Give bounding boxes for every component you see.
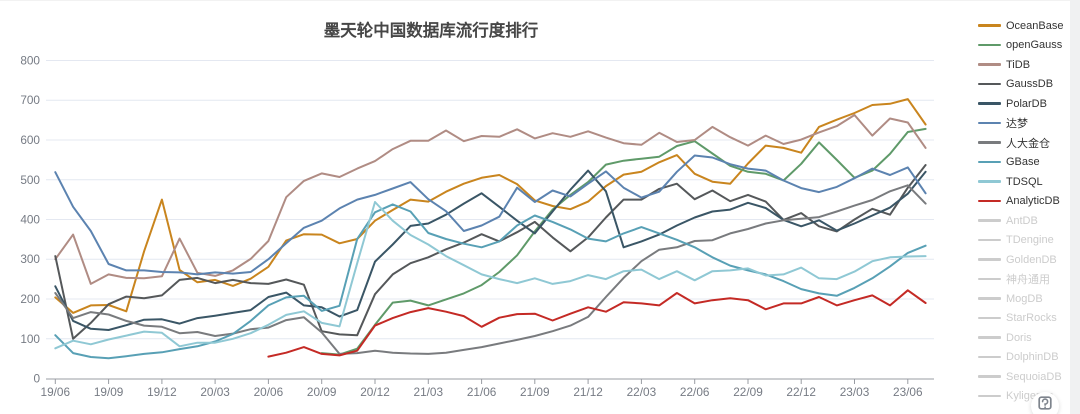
svg-text:20/12: 20/12	[360, 385, 390, 399]
svg-text:19/06: 19/06	[41, 385, 71, 399]
svg-text:20/06: 20/06	[254, 385, 284, 399]
svg-text:21/06: 21/06	[467, 385, 497, 399]
svg-text:600: 600	[20, 133, 40, 147]
svg-text:21/03: 21/03	[414, 385, 444, 399]
svg-text:22/06: 22/06	[680, 385, 710, 399]
svg-text:23/06: 23/06	[893, 385, 923, 399]
svg-text:21/12: 21/12	[573, 385, 603, 399]
svg-text:22/03: 22/03	[627, 385, 657, 399]
svg-text:700: 700	[20, 93, 40, 107]
svg-text:400: 400	[20, 213, 40, 227]
svg-text:20/03: 20/03	[200, 385, 230, 399]
svg-text:22/09: 22/09	[733, 385, 763, 399]
svg-text:23/03: 23/03	[840, 385, 870, 399]
svg-text:200: 200	[20, 292, 40, 306]
svg-text:300: 300	[20, 252, 40, 266]
svg-text:800: 800	[20, 54, 40, 68]
svg-text:22/12: 22/12	[786, 385, 816, 399]
svg-text:19/09: 19/09	[94, 385, 124, 399]
svg-text:100: 100	[20, 332, 40, 346]
svg-text:0: 0	[33, 372, 40, 386]
svg-text:19/12: 19/12	[147, 385, 177, 399]
svg-text:500: 500	[20, 173, 40, 187]
svg-text:21/09: 21/09	[520, 385, 550, 399]
svg-text:20/09: 20/09	[307, 385, 337, 399]
